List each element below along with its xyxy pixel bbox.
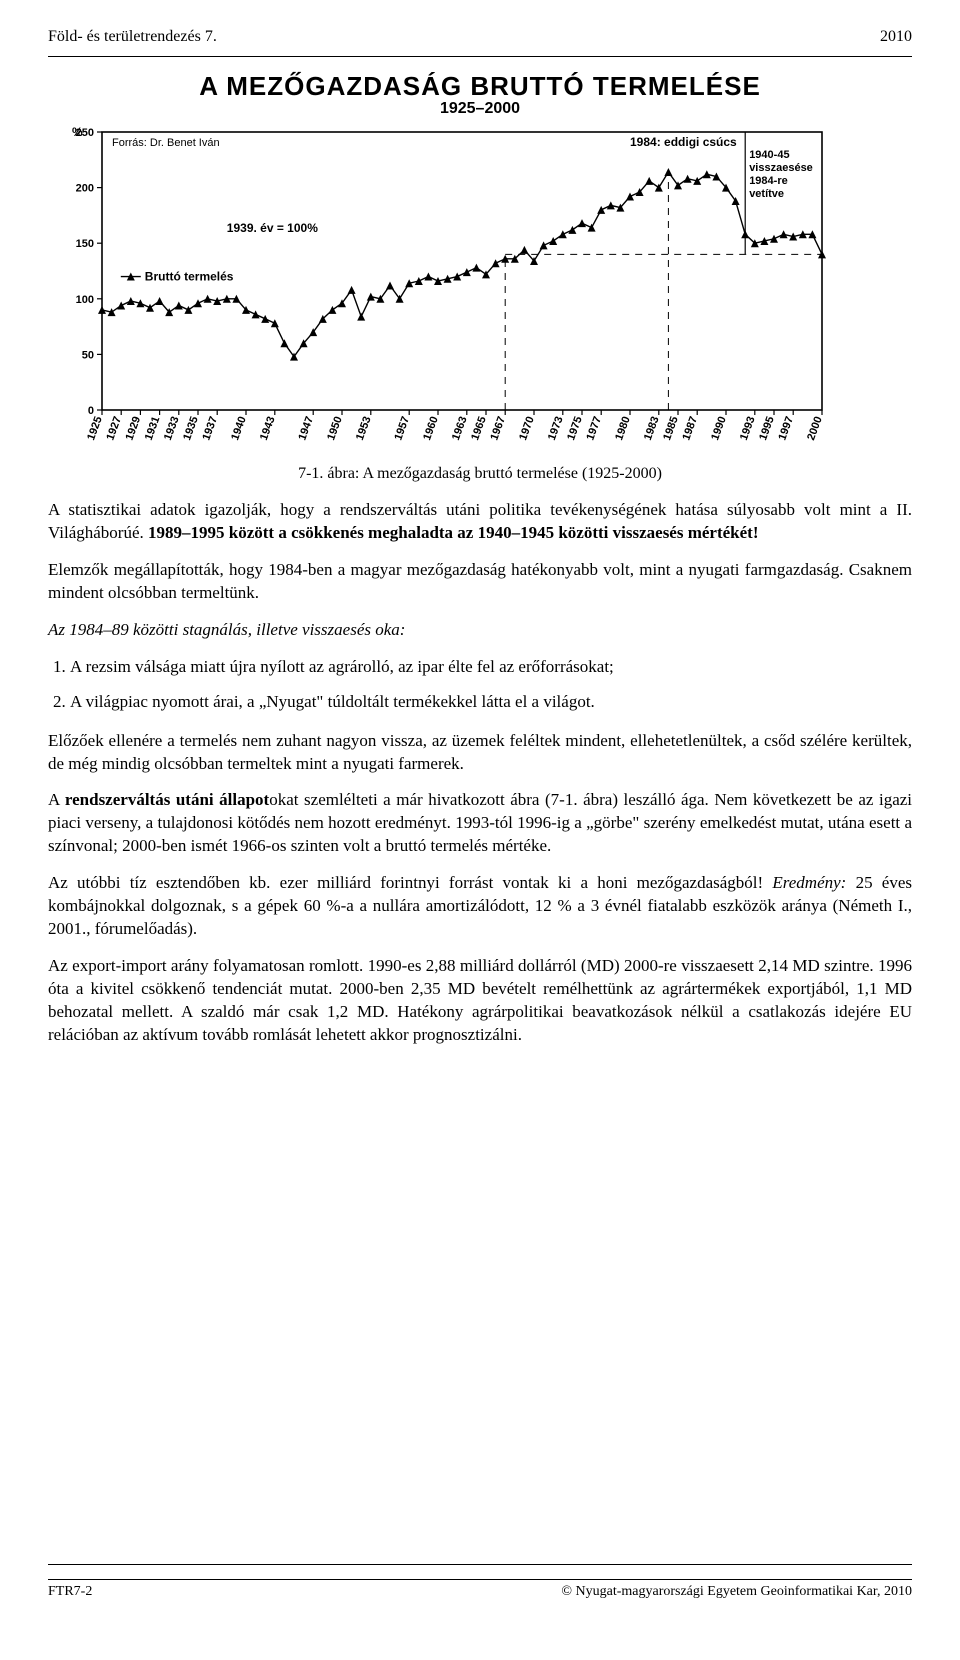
svg-text:1960: 1960 [421, 415, 441, 442]
svg-text:1980: 1980 [613, 415, 633, 442]
reasons-list: A rezsim válsága miatt újra nyílott az a… [70, 656, 912, 714]
svg-text:Bruttó termelés: Bruttó termelés [145, 270, 234, 284]
svg-text:1940-45: 1940-45 [749, 149, 789, 161]
svg-text:1987: 1987 [680, 415, 700, 442]
svg-text:1977: 1977 [584, 415, 604, 442]
chart-title: A MEZŐGAZDASÁG BRUTTÓ TERMELÉSE [48, 71, 912, 102]
footer-left: FTR7-2 [48, 1584, 92, 1600]
paragraph-1: A statisztikai adatok igazolják, hogy a … [48, 499, 912, 545]
footer-right: © Nyugat-magyarországi Egyetem Geoinform… [561, 1584, 912, 1600]
running-head-left: Föld- és területrendezés 7. [48, 28, 217, 46]
svg-text:1950: 1950 [325, 415, 345, 442]
figure-caption: 7-1. ábra: A mezőgazdaság bruttó termelé… [48, 465, 912, 483]
svg-text:1947: 1947 [296, 415, 316, 442]
svg-text:50: 50 [82, 349, 94, 361]
svg-text:1997: 1997 [776, 415, 796, 442]
svg-text:1984: eddigi csúcs: 1984: eddigi csúcs [630, 135, 737, 149]
para6-italic: Eredmény: [772, 873, 846, 892]
running-head-right: 2010 [880, 28, 912, 46]
svg-text:150: 150 [76, 238, 94, 250]
svg-text:1984-re: 1984-re [749, 175, 788, 187]
svg-text:1940: 1940 [229, 415, 249, 442]
chart-container: A MEZŐGAZDASÁG BRUTTÓ TERMELÉSE 1925–200… [48, 71, 912, 457]
svg-text:1939. év = 100%: 1939. év = 100% [227, 221, 318, 235]
para6-a: Az utóbbi tíz esztendőben kb. ezer milli… [48, 873, 772, 892]
svg-text:1985: 1985 [661, 415, 681, 442]
svg-text:1953: 1953 [354, 415, 374, 442]
svg-text:1929: 1929 [124, 415, 144, 442]
paragraph-7: Az export-import arány folyamatosan roml… [48, 955, 912, 1047]
svg-text:200: 200 [76, 183, 94, 195]
footer-rule-2 [48, 1579, 912, 1580]
svg-text:1943: 1943 [258, 415, 278, 442]
paragraph-6: Az utóbbi tíz esztendőben kb. ezer milli… [48, 872, 912, 941]
svg-text:1963: 1963 [450, 415, 470, 442]
list-item: A világpiac nyomott árai, a „Nyugat" túl… [70, 691, 912, 714]
svg-text:1935: 1935 [181, 415, 201, 442]
svg-text:Forrás: Dr. Benet Iván: Forrás: Dr. Benet Iván [112, 137, 220, 149]
svg-text:1973: 1973 [546, 415, 566, 442]
svg-text:1927: 1927 [104, 415, 124, 442]
svg-text:visszaesése: visszaesése [749, 162, 813, 174]
footer-rule-1 [48, 1564, 912, 1565]
chart-svg: %050100150200250192519271929193119331935… [48, 122, 912, 452]
paragraph-2: Elemzők megállapították, hogy 1984-ben a… [48, 559, 912, 605]
svg-text:1957: 1957 [392, 415, 412, 442]
svg-text:1925: 1925 [85, 415, 105, 442]
para1-bold: 1989–1995 között a csökkenés meghaladta … [148, 523, 759, 542]
svg-text:100: 100 [76, 294, 94, 306]
svg-text:2000: 2000 [805, 415, 825, 442]
svg-text:1967: 1967 [488, 415, 508, 442]
svg-text:1965: 1965 [469, 415, 489, 442]
svg-text:250: 250 [76, 127, 94, 139]
paragraph-5: A rendszerváltás utáni állapotokat szeml… [48, 789, 912, 858]
paragraph-3: Az 1984–89 közötti stagnálás, illetve vi… [48, 619, 912, 642]
svg-text:1975: 1975 [565, 415, 585, 442]
svg-text:vetítve: vetítve [749, 188, 784, 200]
svg-text:1970: 1970 [517, 415, 537, 442]
svg-text:1933: 1933 [162, 415, 182, 442]
list-item: A rezsim válsága miatt újra nyílott az a… [70, 656, 912, 679]
chart-subtitle: 1925–2000 [48, 100, 912, 118]
footer: FTR7-2 © Nyugat-magyarországi Egyetem Ge… [48, 1564, 912, 1600]
paragraph-4: Előzőek ellenére a termelés nem zuhant n… [48, 730, 912, 776]
svg-text:1995: 1995 [757, 415, 777, 442]
svg-text:1990: 1990 [709, 415, 729, 442]
svg-text:1937: 1937 [200, 415, 220, 442]
para5-a: A [48, 790, 65, 809]
para5-bold: rendszerváltás utáni állapot [65, 790, 269, 809]
svg-text:1993: 1993 [738, 415, 758, 442]
svg-text:1983: 1983 [642, 415, 662, 442]
header-rule [48, 56, 912, 57]
svg-text:1931: 1931 [143, 415, 163, 442]
